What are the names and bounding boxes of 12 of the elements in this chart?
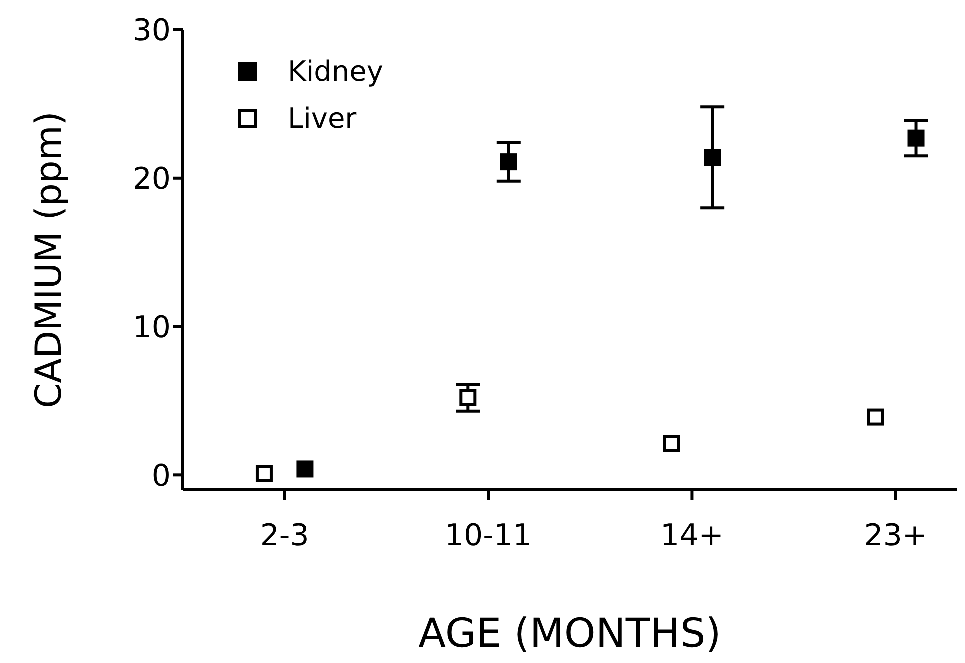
y-tick-label: 10 [132, 310, 171, 346]
x-tick-label: 23+ [864, 518, 928, 554]
y-tick-label: 0 [152, 458, 171, 494]
x-tick-label: 2-3 [260, 518, 310, 554]
x-axis-title: AGE (MONTHS) [418, 611, 722, 657]
x-tick-label: 14+ [660, 518, 724, 554]
x-tick-label: 10-11 [444, 518, 532, 554]
y-axis-title: CADMIUM (ppm) [28, 112, 70, 408]
y-tick-label: 30 [132, 14, 171, 49]
legend-label: Liver [288, 102, 357, 135]
y-tick-label: 20 [132, 162, 171, 198]
legend-label: Kidney [288, 55, 384, 88]
